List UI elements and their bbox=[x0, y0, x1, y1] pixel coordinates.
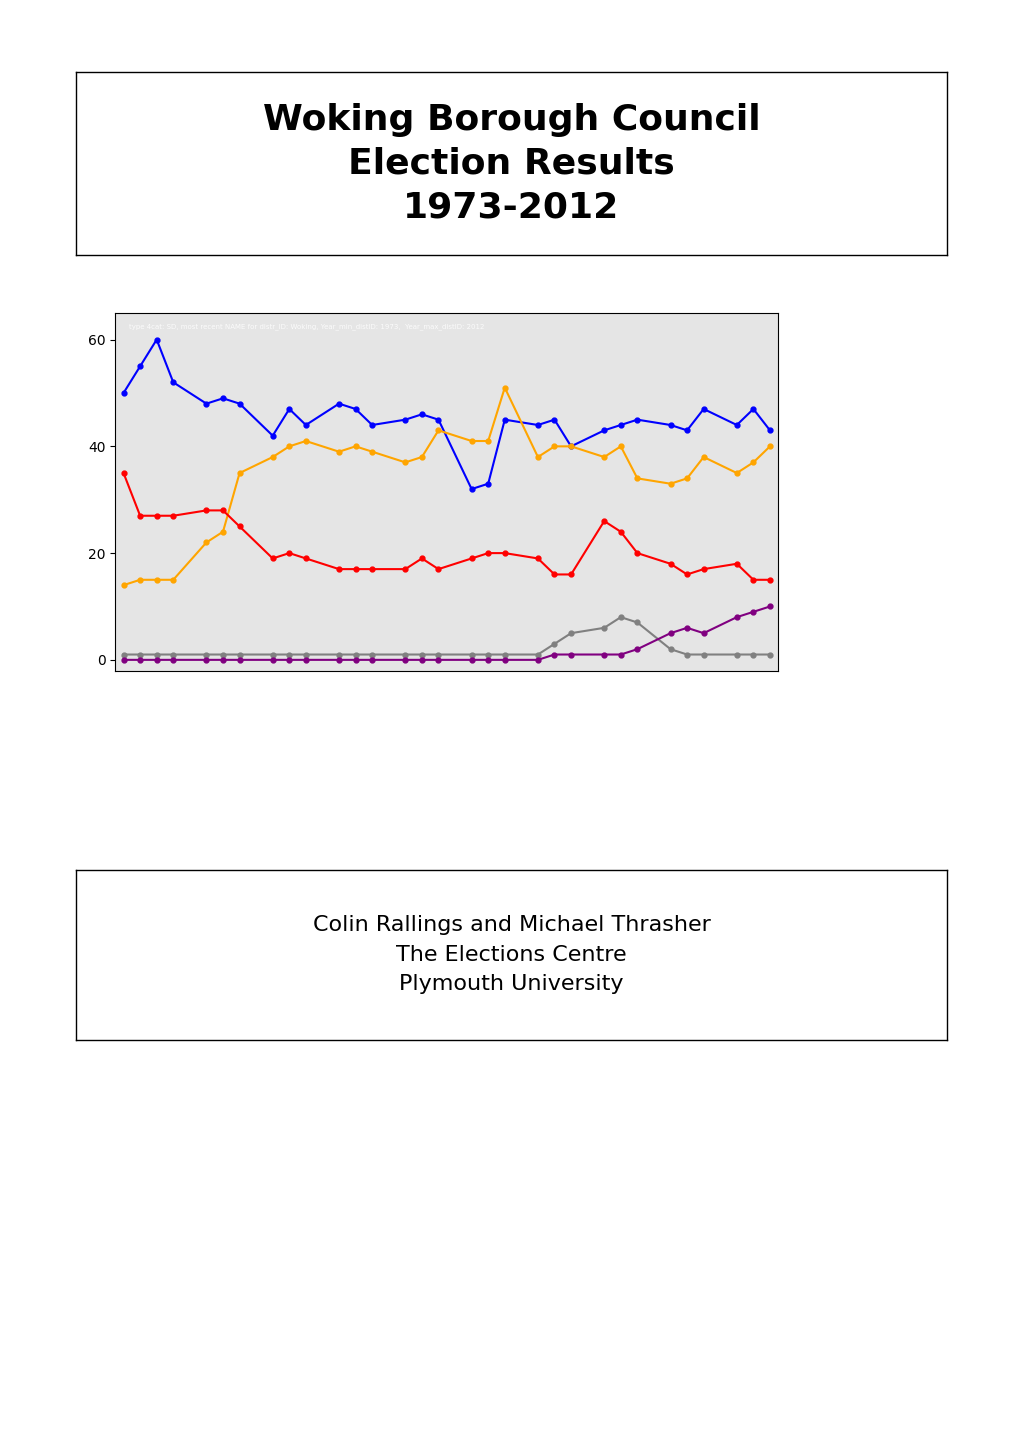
Text: Woking Borough Council
Election Results
1973-2012: Woking Borough Council Election Results … bbox=[263, 104, 759, 224]
Text: type 4cat: SD, most recent NAME for distr_ID: Woking, Year_min_distID: 1973,  Ye: type 4cat: SD, most recent NAME for dist… bbox=[128, 323, 483, 330]
Text: Colin Rallings and Michael Thrasher
The Elections Centre
Plymouth University: Colin Rallings and Michael Thrasher The … bbox=[312, 916, 710, 994]
